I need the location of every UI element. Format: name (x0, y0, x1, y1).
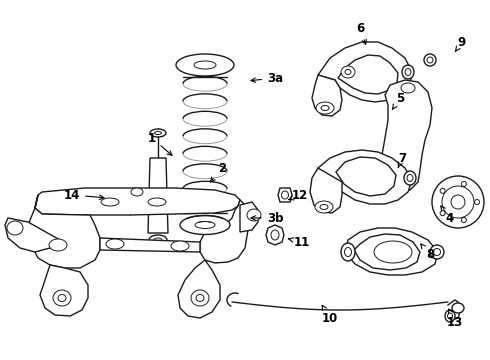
Ellipse shape (432, 176, 484, 228)
Polygon shape (345, 228, 438, 275)
Text: 4: 4 (441, 206, 454, 225)
Polygon shape (178, 260, 220, 318)
Text: 7: 7 (398, 152, 406, 167)
Text: 13: 13 (447, 309, 463, 328)
Polygon shape (278, 188, 292, 202)
Ellipse shape (247, 209, 261, 221)
Ellipse shape (176, 54, 234, 76)
Ellipse shape (154, 131, 162, 135)
Ellipse shape (321, 105, 329, 111)
Ellipse shape (424, 54, 436, 66)
Ellipse shape (445, 310, 455, 322)
Text: 14: 14 (64, 189, 104, 202)
Polygon shape (318, 42, 412, 102)
Ellipse shape (150, 129, 166, 137)
Text: 5: 5 (392, 91, 404, 110)
Ellipse shape (442, 186, 474, 218)
Ellipse shape (131, 188, 143, 196)
Ellipse shape (58, 294, 66, 302)
Ellipse shape (451, 195, 465, 209)
Ellipse shape (427, 57, 433, 63)
Ellipse shape (320, 204, 328, 210)
Polygon shape (318, 150, 412, 204)
Ellipse shape (404, 171, 416, 185)
Ellipse shape (148, 198, 166, 206)
Ellipse shape (281, 191, 289, 199)
Polygon shape (200, 200, 248, 263)
Polygon shape (100, 238, 200, 252)
Ellipse shape (345, 69, 351, 75)
Ellipse shape (344, 248, 351, 257)
Ellipse shape (440, 188, 445, 193)
Text: 2: 2 (211, 162, 226, 182)
Text: 1: 1 (148, 131, 172, 156)
Ellipse shape (194, 61, 216, 69)
Polygon shape (336, 157, 396, 196)
Text: 6: 6 (356, 22, 367, 44)
Ellipse shape (195, 221, 215, 229)
Ellipse shape (149, 235, 167, 245)
Ellipse shape (106, 239, 124, 249)
Ellipse shape (474, 199, 480, 204)
Text: 11: 11 (288, 235, 310, 248)
Ellipse shape (196, 294, 204, 302)
Ellipse shape (434, 248, 441, 256)
Ellipse shape (452, 303, 464, 313)
Polygon shape (5, 218, 60, 252)
Polygon shape (310, 168, 342, 213)
Ellipse shape (316, 102, 334, 114)
Ellipse shape (49, 239, 67, 251)
Ellipse shape (341, 243, 355, 261)
Ellipse shape (180, 216, 230, 234)
Text: 12: 12 (289, 189, 308, 202)
Polygon shape (240, 202, 258, 232)
Polygon shape (382, 80, 432, 192)
Ellipse shape (7, 221, 23, 235)
Ellipse shape (191, 290, 209, 306)
Ellipse shape (315, 201, 333, 213)
Polygon shape (312, 75, 342, 116)
Ellipse shape (447, 313, 452, 319)
Polygon shape (40, 265, 88, 316)
Ellipse shape (341, 66, 355, 78)
Ellipse shape (405, 68, 411, 76)
Ellipse shape (171, 241, 189, 251)
Text: 3b: 3b (251, 212, 283, 225)
Text: 9: 9 (455, 36, 466, 51)
Polygon shape (35, 188, 240, 215)
Polygon shape (338, 55, 398, 94)
Ellipse shape (462, 217, 466, 222)
Ellipse shape (407, 175, 413, 181)
Ellipse shape (430, 245, 444, 259)
Ellipse shape (53, 290, 71, 306)
Text: 8: 8 (421, 244, 434, 261)
Text: 3a: 3a (251, 72, 283, 85)
Text: 10: 10 (322, 305, 338, 324)
Ellipse shape (402, 65, 414, 79)
Ellipse shape (271, 230, 279, 240)
Ellipse shape (440, 211, 445, 216)
Ellipse shape (180, 216, 230, 234)
Ellipse shape (462, 181, 466, 186)
Ellipse shape (154, 238, 162, 242)
Polygon shape (28, 195, 100, 268)
Ellipse shape (101, 198, 119, 206)
Polygon shape (266, 225, 284, 245)
Polygon shape (148, 158, 168, 233)
Ellipse shape (401, 83, 415, 93)
Ellipse shape (374, 241, 412, 263)
Polygon shape (354, 234, 420, 270)
